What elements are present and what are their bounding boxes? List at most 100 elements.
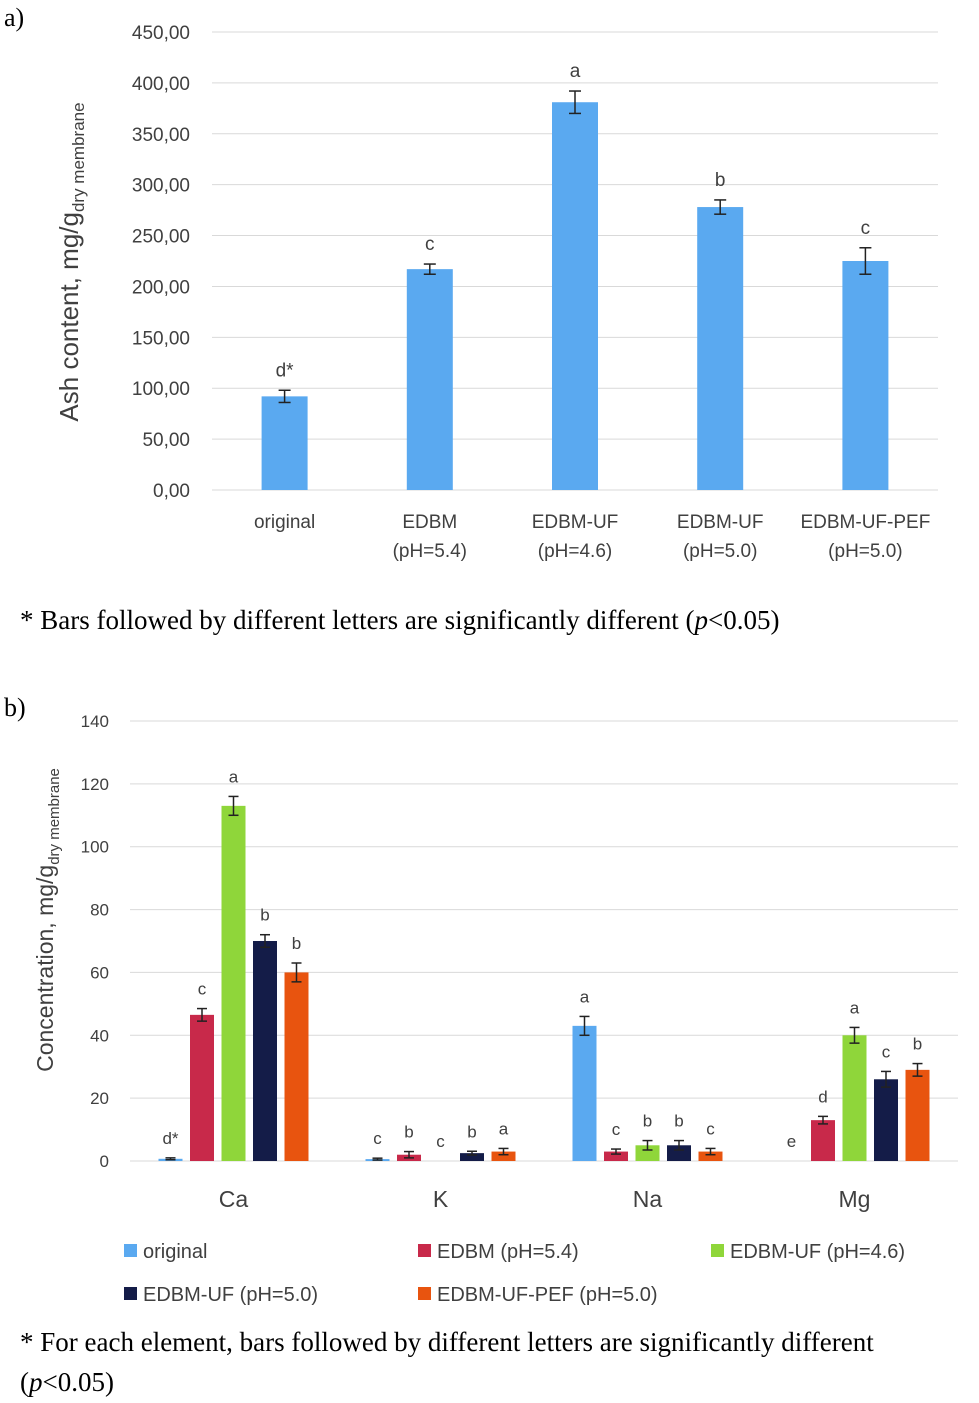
significance-letter: c [436, 1132, 445, 1151]
bar-3 [697, 207, 744, 490]
bar-4 [842, 261, 889, 490]
x-tick-label: (pH=5.0) [828, 541, 902, 562]
legend-swatch-3 [124, 1287, 137, 1300]
bar-1-3 [460, 1153, 484, 1161]
significance-letter: c [425, 234, 435, 255]
bar-2-3 [667, 1145, 691, 1161]
y-tick-label: 200,00 [132, 277, 190, 298]
significance-letter: a [499, 1119, 509, 1138]
legend-label-0: original [143, 1241, 207, 1263]
y-axis-title-subscript: dry membrane [46, 768, 63, 865]
legend-swatch-2 [711, 1244, 724, 1257]
y-tick-label: 0 [100, 1152, 109, 1171]
significance-letter: d* [276, 360, 295, 381]
significance-letter: c [861, 218, 871, 239]
y-tick-label: 50,00 [142, 430, 190, 451]
significance-letter: b [715, 170, 726, 191]
bar-2 [552, 102, 598, 490]
panel-b-footnote: * For each element, bars followed by dif… [20, 1322, 975, 1402]
x-tick-label: (pH=5.4) [393, 541, 467, 562]
significance-letter: c [706, 1119, 715, 1138]
bar-2-0 [572, 1025, 597, 1161]
bar-0 [261, 396, 308, 490]
bar-3-3 [874, 1079, 898, 1161]
panel-b-label: b) [4, 693, 26, 722]
significance-letter: c [612, 1120, 621, 1139]
y-tick-label: 350,00 [132, 125, 190, 146]
x-tick-label: Na [633, 1186, 663, 1212]
bar-0-1 [190, 1014, 214, 1161]
bar-1 [406, 269, 453, 490]
legend-label-4: EDBM-UF-PEF (pH=5.0) [437, 1284, 658, 1306]
significance-letter: b [913, 1035, 922, 1054]
significance-letter: b [260, 906, 269, 925]
y-tick-label: 20 [90, 1089, 109, 1108]
significance-letter: b [643, 1112, 652, 1131]
y-tick-label: 80 [90, 901, 109, 920]
panel-b-footnote-line1: * For each element, bars followed by dif… [20, 1327, 874, 1357]
significance-letter: a [570, 61, 581, 82]
bar-2-4 [698, 1151, 723, 1161]
y-tick-label: 150,00 [132, 328, 190, 349]
panel-a-footnote-suffix: <0.05) [708, 605, 780, 635]
significance-letter: a [229, 767, 239, 786]
bar-0-2 [221, 805, 246, 1161]
significance-letter: e [787, 1132, 796, 1151]
bar-0-3 [253, 941, 277, 1161]
y-tick-label: 40 [90, 1026, 109, 1045]
y-tick-label: 140 [81, 712, 109, 731]
y-tick-label: 400,00 [132, 74, 190, 95]
chart-a-ash-content: 0,00 50,00 100,00 150,00 200,00 250,00 300,00 3… [54, 23, 938, 562]
significance-letter: b [674, 1112, 683, 1131]
bar-2-1 [604, 1151, 628, 1161]
y-tick-label: 0,00 [153, 481, 190, 502]
x-tick-label: (pH=4.6) [538, 541, 612, 562]
panel-b-footnote-p: p [29, 1367, 43, 1397]
y-axis-title-main: Ash content, mg/g [54, 212, 84, 422]
legend-label-1: EDBM (pH=5.4) [437, 1241, 579, 1263]
panel-b-footnote-open: ( [20, 1367, 29, 1397]
significance-letter: c [882, 1042, 891, 1061]
bar-3-4 [905, 1069, 930, 1161]
legend-swatch-1 [418, 1244, 431, 1257]
bar-2-2 [635, 1145, 660, 1161]
x-tick-label: Mg [839, 1186, 871, 1212]
panel-a-footnote-prefix: * Bars followed by different letters are… [20, 605, 695, 635]
significance-letter: b [467, 1122, 476, 1141]
significance-letter: d [818, 1087, 827, 1106]
significance-letter: c [373, 1129, 382, 1148]
y-tick-label: 100 [81, 838, 109, 857]
panel-b-footnote-suffix: <0.05) [42, 1367, 114, 1397]
significance-letter: a [850, 998, 860, 1017]
panel-a-footnote: * Bars followed by different letters are… [20, 600, 970, 640]
x-tick-label: original [254, 512, 315, 533]
y-axis-title-main: Concentration, mg/g [32, 865, 58, 1072]
y-tick-label: 300,00 [132, 176, 190, 197]
y-tick-label: 250,00 [132, 227, 190, 248]
significance-letter: b [292, 934, 301, 953]
x-tick-label: EDBM-UF [532, 512, 619, 533]
y-axis-title-subscript: dry membrane [69, 102, 88, 212]
y-tick-label: 100,00 [132, 379, 190, 400]
legend-swatch-4 [418, 1287, 431, 1300]
bar-1-4 [491, 1151, 516, 1161]
x-tick-label: EDBM-UF-PEF [800, 512, 930, 533]
x-tick-label: EDBM-UF [677, 512, 764, 533]
y-axis-title: Concentration, mg/gdry membrane [32, 768, 63, 1072]
chart-b-element-concentration: 0 20 40 60 80 100 120 140 Ca d* c a b b Kc b c b a Na a c b b c M… [32, 712, 958, 1306]
legend-swatch-0 [124, 1244, 137, 1257]
x-tick-label: K [433, 1186, 449, 1212]
y-tick-label: 450,00 [132, 23, 190, 44]
legend-label-3: EDBM-UF (pH=5.0) [143, 1284, 318, 1306]
bar-3-2 [842, 1035, 867, 1161]
bar-0-4 [284, 972, 309, 1161]
y-tick-label: 60 [90, 963, 109, 982]
panel-a-label: a) [4, 3, 24, 32]
significance-letter: b [404, 1123, 413, 1142]
x-tick-label: EDBM [402, 512, 457, 533]
significance-letter: c [198, 980, 207, 999]
x-tick-label: Ca [219, 1186, 249, 1212]
significance-letter: d* [162, 1129, 178, 1148]
y-tick-label: 120 [81, 775, 109, 794]
